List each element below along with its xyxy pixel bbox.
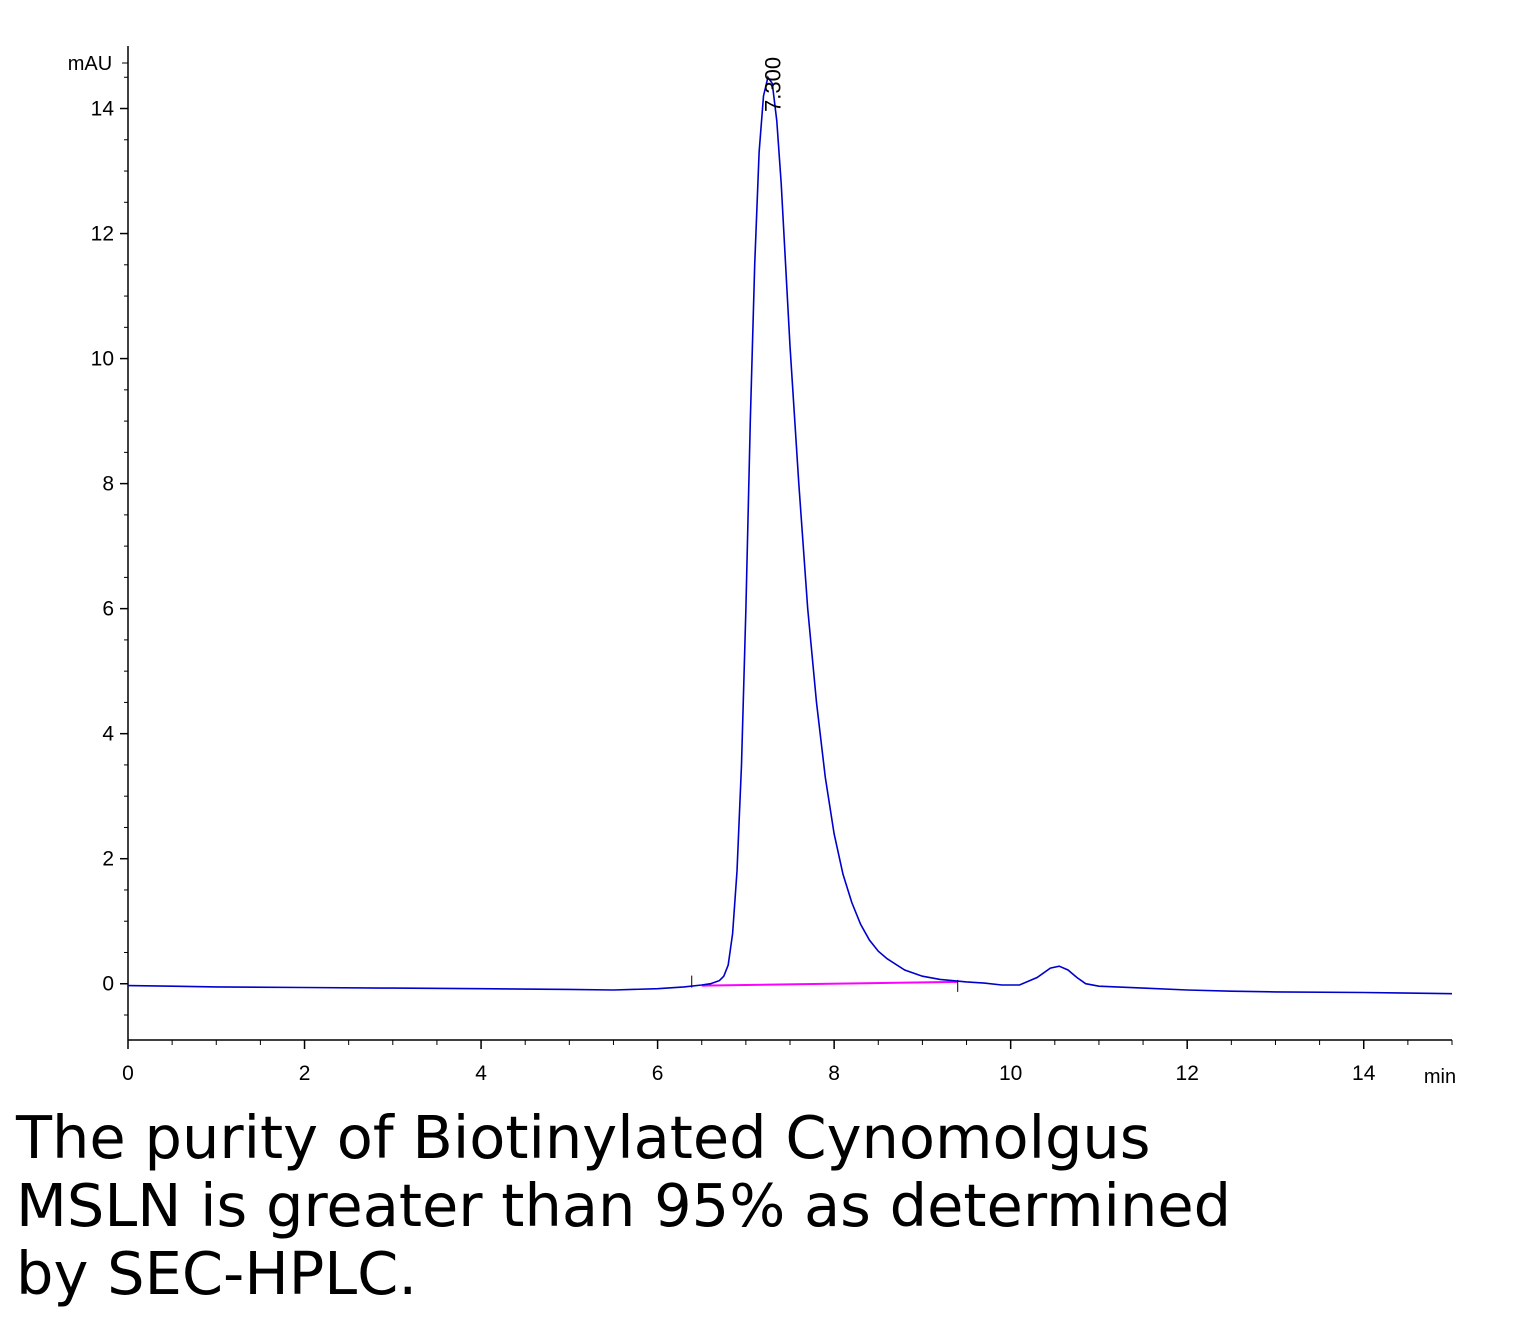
x-tick-label: 0	[122, 1062, 134, 1085]
x-tick-label: 2	[299, 1062, 311, 1085]
y-tick-label: 14	[91, 98, 115, 121]
y-tick-label: 12	[91, 223, 114, 246]
integration-baseline	[691, 975, 959, 992]
peak-label: 7.300	[760, 57, 785, 112]
x-tick-label: 4	[475, 1062, 487, 1085]
y-tick-label: 10	[91, 348, 114, 371]
y-axis-label: mAU	[68, 53, 112, 75]
y-tick-label: 4	[102, 723, 114, 746]
x-tick-label: 8	[828, 1062, 840, 1085]
y-tick-label: 2	[102, 848, 114, 871]
y-tick-label: 0	[102, 973, 114, 996]
x-axis: 0 2 4 6 8 10 12 14	[122, 1039, 1453, 1085]
x-tick-label: 10	[999, 1062, 1022, 1085]
x-tick-label: 12	[1176, 1062, 1199, 1085]
chromatogram-chart: 0 2 4 6 8 10 12 14 0 2 4 6 8 10 12 14 mAU min 7.300	[68, 46, 1456, 1088]
y-tick-label: 6	[102, 598, 114, 621]
y-tick-label: 8	[102, 473, 114, 496]
x-axis-label: min	[1424, 1066, 1456, 1088]
integration-baseline-line	[701, 980, 958, 987]
x-tick-label: 6	[652, 1062, 664, 1085]
series-trace	[127, 75, 1453, 995]
x-tick-label: 14	[1352, 1062, 1376, 1085]
series-line	[127, 75, 1453, 995]
y-axis: 0 2 4 6 8 10 12 14	[91, 46, 129, 1040]
caption: The purity of Biotinylated Cynomolgus MS…	[16, 1103, 1232, 1308]
